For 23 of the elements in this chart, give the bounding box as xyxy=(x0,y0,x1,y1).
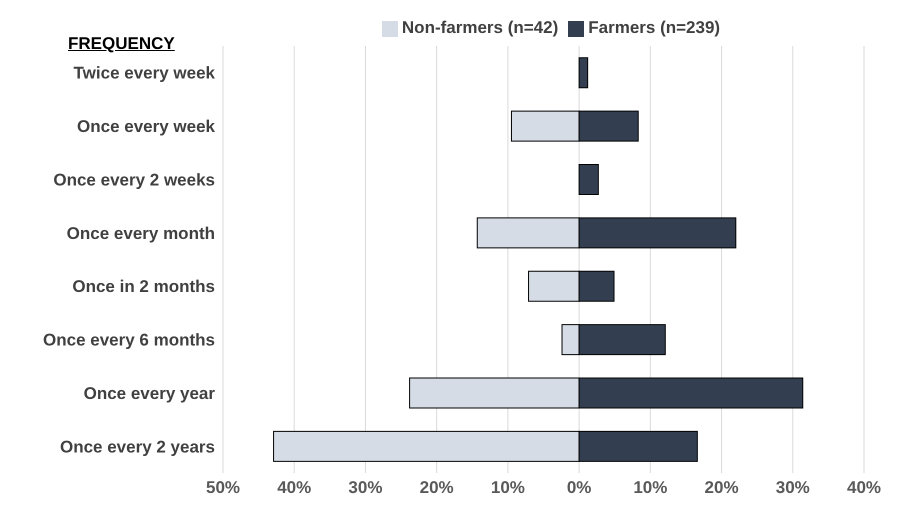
y-tick-label: Once every month xyxy=(66,224,215,243)
y-tick-label: Once every 2 weeks xyxy=(53,170,215,190)
bar xyxy=(578,164,599,195)
legend-label: Non-farmers (n=42) xyxy=(402,18,558,37)
legend-label: Farmers (n=239) xyxy=(588,18,720,37)
x-tick-label: 40% xyxy=(277,478,312,498)
y-tick-label: Once every week xyxy=(77,117,216,136)
x-tick-label: 30% xyxy=(776,478,810,498)
x-tick-label: 20% xyxy=(704,478,739,498)
x-tick-label: 0% xyxy=(566,478,592,498)
y-tick-label: Once every 2 years xyxy=(60,437,215,456)
x-tick-label: 10% xyxy=(490,478,525,498)
y-tick-label: Once in 2 months xyxy=(72,277,215,296)
x-tick-label: 20% xyxy=(420,478,454,498)
y-tick-label: Once every 6 months xyxy=(43,330,215,350)
y-axis-title: FREQUENCY xyxy=(68,34,175,54)
y-tick-label: Once every year xyxy=(84,384,216,403)
x-tick-label: 30% xyxy=(348,478,382,498)
x-tick-label: 50% xyxy=(206,478,240,498)
bar xyxy=(578,57,588,88)
x-tick-label: 10% xyxy=(633,478,668,498)
y-tick-label: Twice every week xyxy=(74,64,216,83)
x-tick-label: 40% xyxy=(846,478,882,498)
